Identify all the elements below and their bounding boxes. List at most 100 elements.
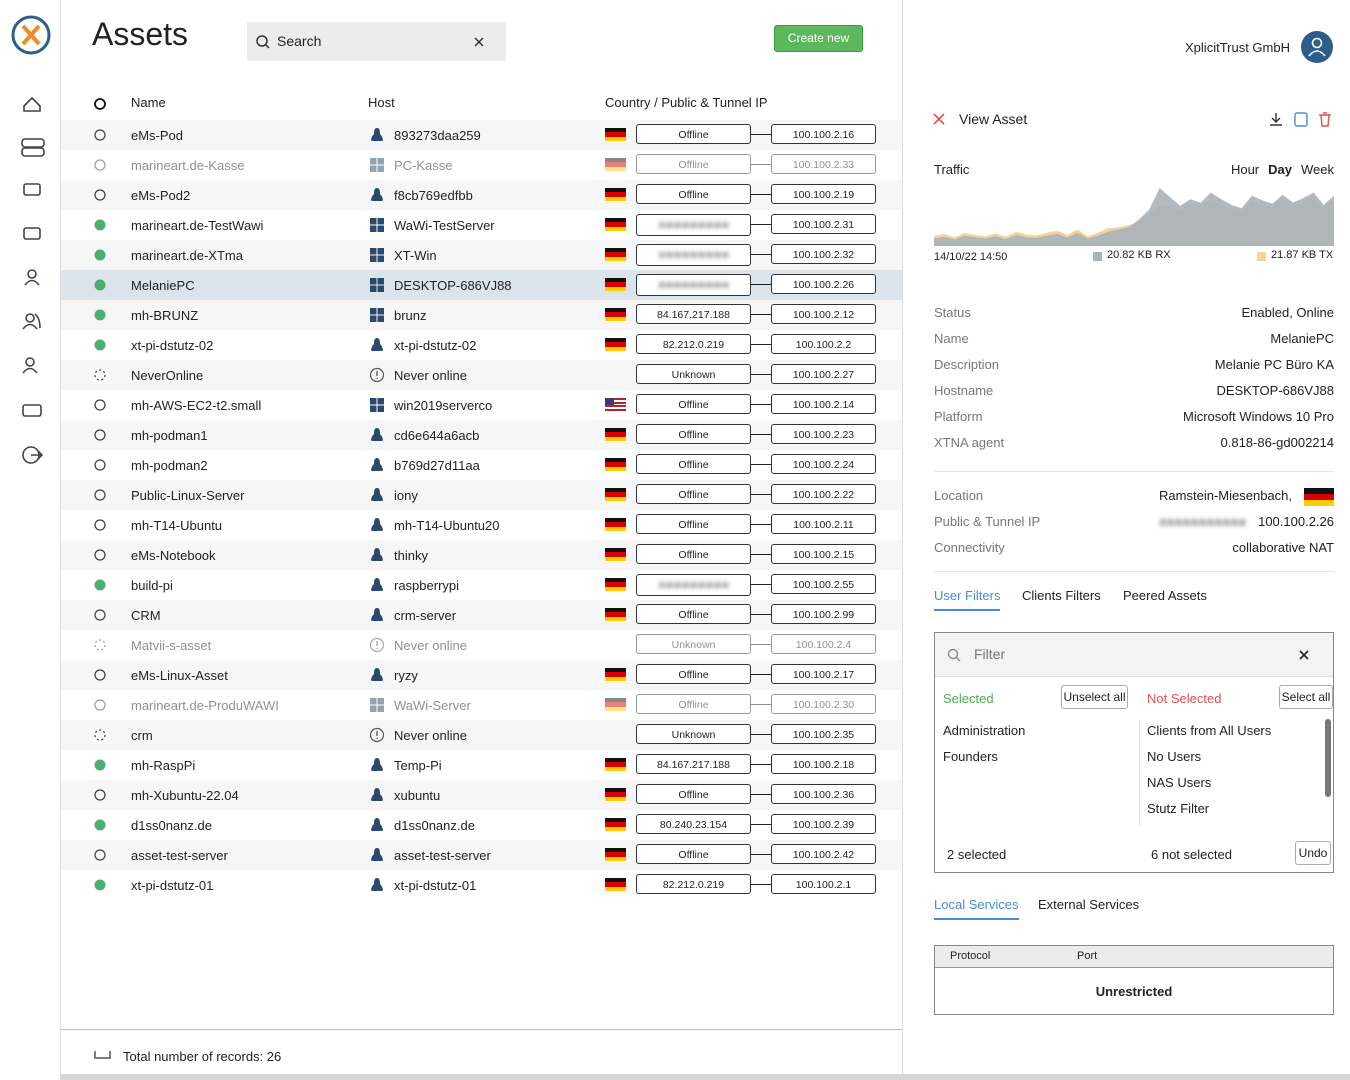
avatar[interactable] bbox=[1300, 30, 1334, 64]
asset-row[interactable]: eMs-Pod2 f8cb769edfbb Offline 100.100.2.19 bbox=[61, 180, 902, 210]
divider bbox=[934, 571, 1334, 572]
nav-groups[interactable] bbox=[25, 313, 35, 323]
connector bbox=[751, 434, 771, 435]
host-name: b769d27d11aa bbox=[394, 458, 480, 473]
asset-row[interactable]: marineart.de-XTma XT-Win 100.100.2.32 bbox=[61, 240, 902, 270]
flag-stripe bbox=[605, 282, 626, 288]
asset-row[interactable]: eMs-Pod 893273daa259 Offline 100.100.2.16 bbox=[61, 120, 902, 150]
asset-row[interactable]: NeverOnline Never online Unknown 100.100.2.… bbox=[61, 360, 902, 390]
asset-row[interactable]: marineart.de-TestWawi WaWi-TestServer 100.… bbox=[61, 210, 902, 240]
public-ip: Offline bbox=[636, 604, 751, 624]
select-all-toggle[interactable] bbox=[93, 97, 107, 111]
nav-roles[interactable] bbox=[25, 357, 35, 367]
nav-home[interactable] bbox=[23, 96, 41, 112]
tab[interactable]: Clients Filters bbox=[1022, 588, 1101, 603]
filter-input[interactable]: Filter bbox=[935, 633, 1333, 677]
asset-row[interactable]: Matvii-s-asset Never online Unknown 100.100… bbox=[61, 630, 902, 660]
asset-row[interactable]: eMs-Linux-Asset ryzy Offline 100.100.2.17 bbox=[61, 660, 902, 690]
asset-row[interactable]: marineart.de-Kasse PC-Kasse Offline 100.100… bbox=[61, 150, 902, 180]
close-panel[interactable] bbox=[933, 113, 945, 125]
host-name: PC-Kasse bbox=[394, 158, 453, 173]
delete-icon[interactable] bbox=[1319, 112, 1331, 127]
public-ip: 84.167.217.188 bbox=[636, 754, 751, 774]
asset-row[interactable]: mh-podman1 cd6e644a6acb Offline 100.100.2.2… bbox=[61, 420, 902, 450]
host-name: raspberrypi bbox=[394, 578, 460, 593]
os-icon bbox=[371, 878, 383, 891]
public-ip: Unknown bbox=[636, 364, 751, 384]
linux-icon bbox=[371, 428, 383, 441]
filter-item[interactable]: Administration bbox=[943, 723, 1026, 738]
linux-icon bbox=[371, 668, 383, 681]
select-all-button[interactable]: Select all bbox=[1279, 685, 1333, 709]
detail-label: Name bbox=[934, 331, 969, 346]
filter-item[interactable]: Clients from All Users bbox=[1147, 723, 1272, 738]
filter-item[interactable]: Stutz Filter bbox=[1147, 801, 1210, 816]
asset-row[interactable]: CRM crm-server Offline 100.100.2.99 bbox=[61, 600, 902, 630]
asset-row[interactable]: eMs-Notebook thinky Offline 100.100.2.15 bbox=[61, 540, 902, 570]
undo-button[interactable]: Undo bbox=[1295, 841, 1331, 865]
flag-stripe bbox=[605, 308, 626, 313]
asset-row[interactable]: mh-podman2 b769d27d11aa Offline 100.100.2.2… bbox=[61, 450, 902, 480]
search-box[interactable]: Search bbox=[247, 22, 506, 61]
nav-assets[interactable] bbox=[21, 138, 45, 148]
asset-row[interactable]: marineart.de-ProduWAWI WaWi-Server Offline… bbox=[61, 690, 902, 720]
tunnel-ip: 100.100.2.55 bbox=[771, 574, 876, 594]
filter-clear[interactable] bbox=[1298, 649, 1310, 661]
services-table: Protocol Port Unrestricted bbox=[934, 945, 1334, 1015]
tunnel-ip: 100.100.2.2 bbox=[771, 334, 876, 354]
windows-pane bbox=[377, 255, 384, 262]
asset-row[interactable]: build-pi raspberrypi 100.100.2.55 bbox=[61, 570, 902, 600]
status-indicator bbox=[94, 339, 106, 351]
asset-row[interactable]: xt-pi-dstutz-01 xt-pi-dstutz-01 82.212.0.2… bbox=[61, 870, 902, 900]
asset-row[interactable]: MelaniePC DESKTOP-686VJ88 100.100.2.26 bbox=[61, 270, 902, 300]
flag bbox=[605, 878, 626, 891]
range-option[interactable]: Week bbox=[1301, 162, 1334, 177]
tab[interactable]: User Filters bbox=[934, 588, 1001, 611]
status-indicator bbox=[94, 369, 106, 381]
nav-devices[interactable] bbox=[23, 183, 41, 196]
status-indicator bbox=[94, 189, 106, 201]
asset-row[interactable]: mh-Xubuntu-22.04 xubuntu Offline 100.100.2.… bbox=[61, 780, 902, 810]
filter-item[interactable]: NAS Users bbox=[1147, 775, 1212, 790]
asset-row[interactable]: d1ss0nanz.de d1ss0nanz.de 80.240.23.154 100… bbox=[61, 810, 902, 840]
asset-row[interactable]: Public-Linux-Server iony Offline 100.100.2.… bbox=[61, 480, 902, 510]
avatar-body bbox=[1308, 50, 1326, 57]
create-button[interactable]: Create new bbox=[774, 25, 863, 52]
nav-services[interactable] bbox=[23, 227, 41, 240]
range-option[interactable]: Hour bbox=[1230, 162, 1260, 177]
filter-search-icon bbox=[947, 648, 961, 662]
detail-value: Melanie PC Büro KA bbox=[1214, 357, 1334, 372]
range-option[interactable]: Day bbox=[1268, 162, 1292, 177]
nav-billing[interactable] bbox=[22, 404, 42, 417]
page-title: Assets bbox=[92, 16, 189, 52]
tab[interactable]: External Services bbox=[1038, 897, 1140, 912]
asset-row[interactable]: asset-test-server asset-test-server Offlin… bbox=[61, 840, 902, 870]
logo-x bbox=[21, 24, 41, 46]
download-icon[interactable] bbox=[1270, 113, 1282, 126]
flag-stripe bbox=[605, 407, 626, 410]
filter-item[interactable]: No Users bbox=[1147, 749, 1202, 764]
status-indicator bbox=[94, 279, 106, 291]
public-ip: Offline bbox=[636, 154, 751, 174]
asset-row[interactable]: crm Never online Unknown 100.100.2.35 bbox=[61, 720, 902, 750]
legend-label: 20.82 KB RX bbox=[1107, 249, 1171, 261]
asset-row[interactable]: mh-BRUNZ brunz 84.167.217.188 100.100.2.12 bbox=[61, 300, 902, 330]
filter-clear-x bbox=[1299, 650, 1309, 660]
tab[interactable]: Local Services bbox=[934, 897, 1019, 920]
asset-row[interactable]: mh-AWS-EC2-t2.small win2019serverco Offlin… bbox=[61, 390, 902, 420]
unselect-all-button[interactable]: Unselect all bbox=[1061, 685, 1128, 709]
flag-stripe bbox=[605, 492, 626, 498]
flag-stripe bbox=[605, 852, 626, 858]
linux-icon bbox=[371, 518, 383, 531]
asset-row[interactable]: mh-RaspPi Temp-Pi 84.167.217.188 100.100.2.… bbox=[61, 750, 902, 780]
edit-icon[interactable] bbox=[1294, 112, 1308, 127]
host-name: xt-pi-dstutz-02 bbox=[394, 338, 477, 353]
search-clear[interactable] bbox=[473, 36, 485, 48]
tab[interactable]: Peered Assets bbox=[1123, 588, 1207, 603]
nav-user[interactable] bbox=[27, 269, 37, 279]
filter-item[interactable]: Founders bbox=[943, 749, 998, 764]
asset-row[interactable]: mh-T14-Ubuntu mh-T14-Ubuntu20 Offline 100.1… bbox=[61, 510, 902, 540]
host-name: xubuntu bbox=[394, 788, 441, 803]
footer-icon bbox=[94, 1051, 111, 1059]
asset-row[interactable]: xt-pi-dstutz-02 xt-pi-dstutz-02 82.212.0.2… bbox=[61, 330, 902, 360]
